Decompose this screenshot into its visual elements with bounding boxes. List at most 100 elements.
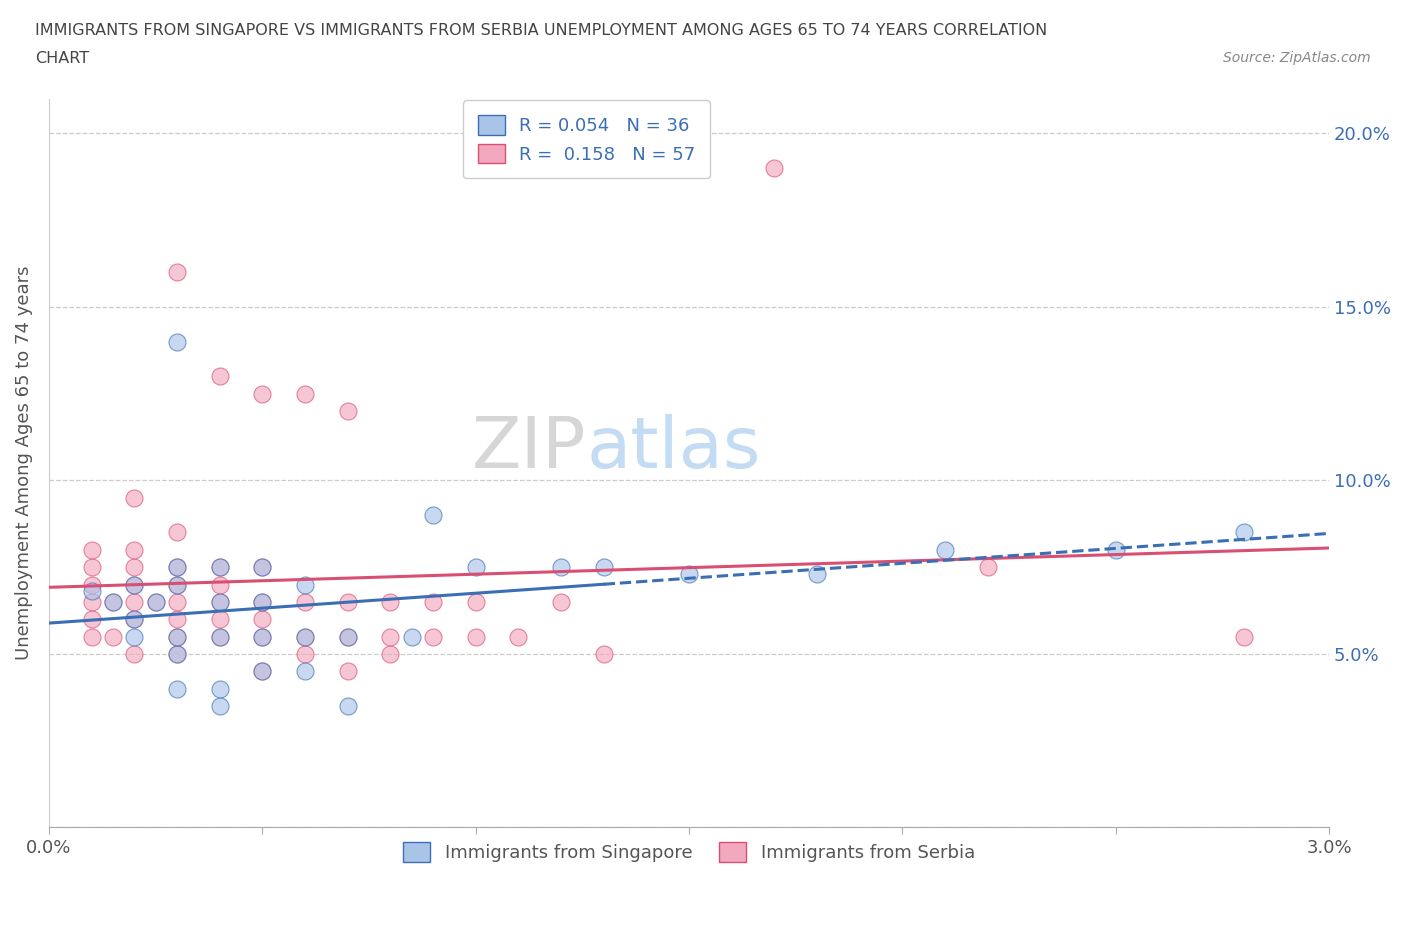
Point (336, 698, 359, 713)
Text: ZIP: ZIP (472, 414, 586, 483)
Point (80, 584, 103, 599)
Point (294, 577, 316, 591)
Point (208, 594, 231, 609)
Point (294, 386, 316, 401)
Point (336, 594, 359, 609)
Point (1233, 525, 1256, 540)
Point (208, 629, 231, 644)
Point (166, 629, 188, 644)
Point (124, 490, 146, 505)
Point (208, 577, 231, 591)
Point (401, 629, 423, 644)
Point (80, 612, 103, 627)
Point (294, 664, 316, 679)
Point (166, 334, 188, 349)
Point (208, 612, 231, 627)
Point (336, 629, 359, 644)
Point (80, 594, 103, 609)
Point (124, 560, 146, 575)
Point (166, 525, 188, 540)
Point (252, 594, 274, 609)
Point (208, 369, 231, 384)
Point (294, 646, 316, 661)
Point (252, 560, 274, 575)
Point (336, 629, 359, 644)
Point (977, 560, 1000, 575)
Point (101, 594, 124, 609)
Point (294, 594, 316, 609)
Point (166, 646, 188, 661)
Text: atlas: atlas (586, 414, 761, 483)
Point (166, 594, 188, 609)
Point (252, 629, 274, 644)
Point (166, 612, 188, 627)
Point (806, 566, 828, 581)
Y-axis label: Unemployment Among Ages 65 to 74 years: Unemployment Among Ages 65 to 74 years (15, 266, 32, 660)
Point (464, 594, 486, 609)
Text: Source: ZipAtlas.com: Source: ZipAtlas.com (1223, 51, 1371, 65)
Point (124, 594, 146, 609)
Point (294, 629, 316, 644)
Legend: Immigrants from Singapore, Immigrants from Serbia: Immigrants from Singapore, Immigrants fr… (396, 835, 983, 870)
Point (80, 629, 103, 644)
Point (763, 161, 786, 176)
Point (508, 629, 530, 644)
Point (678, 566, 700, 581)
Point (252, 629, 274, 644)
Point (592, 560, 614, 575)
Point (550, 594, 572, 609)
Point (145, 594, 167, 609)
Point (80, 560, 103, 575)
Point (252, 612, 274, 627)
Text: CHART: CHART (35, 51, 89, 66)
Point (422, 594, 444, 609)
Point (380, 594, 402, 609)
Point (336, 404, 359, 418)
Point (252, 560, 274, 575)
Point (80, 542, 103, 557)
Point (101, 629, 124, 644)
Point (124, 577, 146, 591)
Point (550, 560, 572, 575)
Point (592, 646, 614, 661)
Point (380, 629, 402, 644)
Point (124, 612, 146, 627)
Point (124, 612, 146, 627)
Point (464, 560, 486, 575)
Point (166, 265, 188, 280)
Point (208, 594, 231, 609)
Point (124, 629, 146, 644)
Point (166, 560, 188, 575)
Point (208, 560, 231, 575)
Point (166, 629, 188, 644)
Point (422, 629, 444, 644)
Point (166, 681, 188, 696)
Point (124, 646, 146, 661)
Point (166, 560, 188, 575)
Point (464, 629, 486, 644)
Point (166, 577, 188, 591)
Point (380, 646, 402, 661)
Point (252, 594, 274, 609)
Point (166, 646, 188, 661)
Point (422, 508, 444, 523)
Point (124, 577, 146, 591)
Point (208, 629, 231, 644)
Point (1105, 542, 1128, 557)
Point (80, 577, 103, 591)
Point (208, 560, 231, 575)
Point (294, 629, 316, 644)
Text: IMMIGRANTS FROM SINGAPORE VS IMMIGRANTS FROM SERBIA UNEMPLOYMENT AMONG AGES 65 T: IMMIGRANTS FROM SINGAPORE VS IMMIGRANTS … (35, 23, 1047, 38)
Point (208, 681, 231, 696)
Point (166, 577, 188, 591)
Point (124, 542, 146, 557)
Point (336, 664, 359, 679)
Point (1233, 629, 1256, 644)
Point (252, 664, 274, 679)
Point (252, 386, 274, 401)
Point (145, 594, 167, 609)
Point (934, 542, 956, 557)
Point (252, 664, 274, 679)
Point (101, 594, 124, 609)
Point (208, 698, 231, 713)
